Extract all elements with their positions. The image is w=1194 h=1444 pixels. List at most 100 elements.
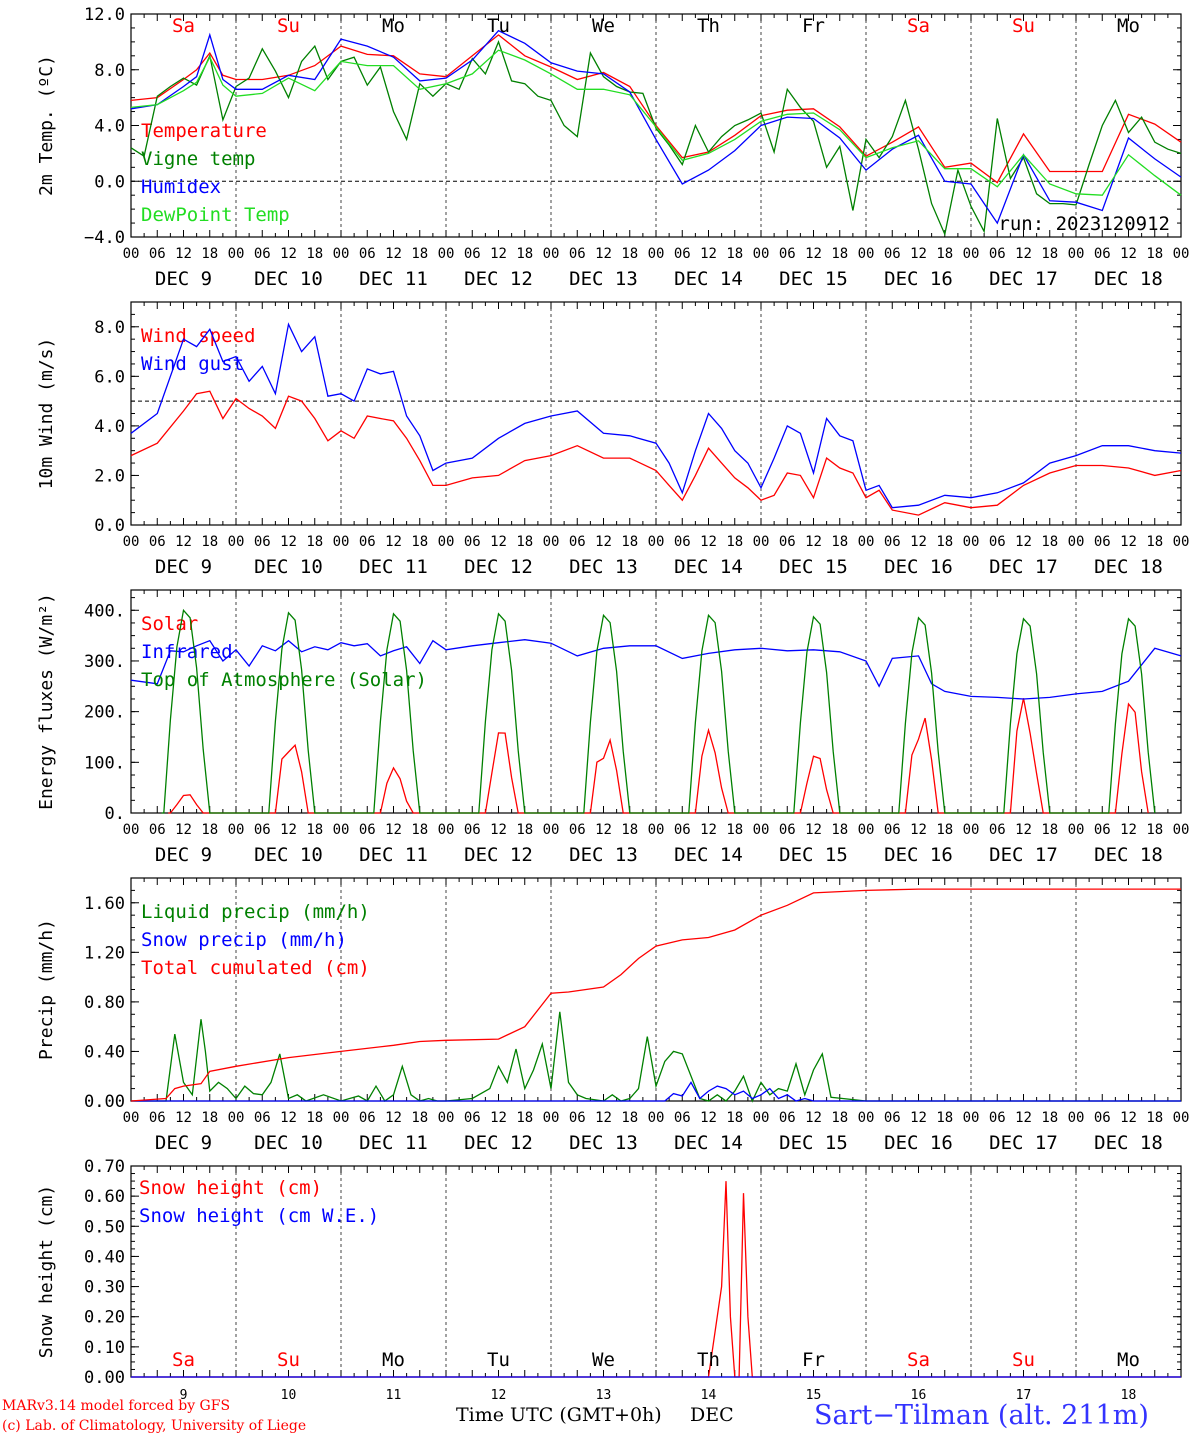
weekday-label: We [592, 15, 615, 37]
y-axis-label: Snow height (cm) [36, 1185, 57, 1358]
hour-tick-label: 06 [779, 246, 796, 262]
hour-tick-label: 06 [989, 1110, 1006, 1126]
hour-tick-label: 18 [306, 534, 323, 550]
y-tick-label: 0.00 [84, 1368, 125, 1388]
hour-tick-label: 06 [1094, 534, 1111, 550]
weekday-label: Su [1012, 1349, 1035, 1371]
date-label: DEC 11 [359, 1132, 428, 1154]
legend-entry: Wind gust [141, 353, 244, 375]
y-tick-label: 300. [84, 652, 125, 672]
hour-tick-label: 18 [1146, 1110, 1163, 1126]
hour-tick-label: 12 [385, 822, 402, 838]
series-line-total-cumulated-cm- [130, 888, 1181, 1102]
y-axis-label: 10m Wind (m/s) [36, 338, 57, 490]
legend-entry: Vigne temp [141, 148, 255, 170]
hour-tick-label: 18 [411, 534, 428, 550]
y-tick-label: 0.0 [94, 172, 125, 192]
hour-tick-label: 00 [1068, 246, 1085, 262]
hour-tick-label: 00 [858, 534, 875, 550]
date-label: DEC 13 [569, 1132, 638, 1154]
hour-tick-label: 06 [254, 1110, 271, 1126]
panel-frame [130, 301, 1182, 526]
y-tick-label: 0.20 [84, 1308, 125, 1328]
credits-line-2: (c) Lab. of Climatology, University of L… [2, 1418, 307, 1434]
series-line-temperature [130, 34, 1182, 184]
y-tick-label: 0.10 [84, 1338, 125, 1358]
hour-tick-label: 06 [989, 822, 1006, 838]
hour-tick-label: 06 [149, 1110, 166, 1126]
weekday-label: Fr [802, 1349, 825, 1371]
hour-tick-label: 00 [333, 1110, 350, 1126]
hour-tick-label: 00 [753, 1110, 770, 1126]
hour-tick-label: 12 [1120, 246, 1137, 262]
hour-tick-label: 00 [228, 822, 245, 838]
date-label: DEC 14 [674, 556, 743, 578]
weekday-label: Sa [907, 1349, 930, 1371]
hour-tick-label: 06 [989, 246, 1006, 262]
hour-tick-label: 12 [280, 534, 297, 550]
hour-tick-label: 12 [490, 822, 507, 838]
hour-tick-label: 00 [438, 246, 455, 262]
y-tick-label: 0.30 [84, 1278, 125, 1298]
hour-tick-label: 06 [359, 246, 376, 262]
hour-tick-label: 00 [543, 1110, 560, 1126]
hour-tick-label: 00 [648, 1110, 665, 1126]
series-line-solar [168, 698, 1149, 814]
hour-tick-label: 12 [490, 534, 507, 550]
hour-tick-label: 00 [438, 822, 455, 838]
hour-tick-label: 18 [516, 246, 533, 262]
hour-tick-label: 12 [700, 1110, 717, 1126]
date-label: DEC 14 [674, 844, 743, 866]
hour-tick-label: 06 [254, 246, 271, 262]
legend-entry: DewPoint Temp [141, 204, 290, 226]
hour-tick-label: 00 [123, 1110, 140, 1126]
hour-tick-label: 00 [963, 534, 980, 550]
weekday-label: Th [697, 15, 720, 37]
date-label: DEC 18 [1094, 268, 1163, 290]
hour-tick-label: 06 [674, 246, 691, 262]
hour-tick-label: 18 [831, 246, 848, 262]
hour-tick-label: 12 [385, 1110, 402, 1126]
hour-tick-label: 06 [1094, 1110, 1111, 1126]
y-tick-label: 4.0 [94, 117, 125, 137]
hour-tick-label: 06 [149, 534, 166, 550]
hour-tick-label: 18 [1146, 534, 1163, 550]
hour-tick-label: 18 [1146, 246, 1163, 262]
hour-tick-label: 18 [1041, 246, 1058, 262]
y-tick-label: 6.0 [94, 367, 125, 387]
hour-tick-label: 00 [1068, 534, 1085, 550]
date-label: DEC 15 [779, 556, 848, 578]
hour-tick-label: 18 [936, 822, 953, 838]
hour-tick-label: 12 [700, 246, 717, 262]
y-tick-label: 2.0 [94, 466, 125, 486]
hour-tick-label: 12 [910, 246, 927, 262]
date-label: DEC 15 [779, 1132, 848, 1154]
y-tick-label: 8.0 [94, 318, 125, 338]
hour-tick-label: 00 [858, 1110, 875, 1126]
hour-tick-label: 12 [490, 246, 507, 262]
hour-tick-label: 06 [569, 1110, 586, 1126]
hour-tick-label: 12 [1015, 534, 1032, 550]
hour-tick-label: 18 [831, 822, 848, 838]
date-label: DEC 17 [989, 844, 1058, 866]
y-tick-label: 200. [84, 703, 125, 723]
hour-tick-label: 18 [831, 1110, 848, 1126]
series-line-top-of-atmosphere-solar- [161, 608, 1156, 814]
hour-tick-label: 18 [516, 822, 533, 838]
date-label: DEC 18 [1094, 1132, 1163, 1154]
hour-tick-label: 12 [595, 534, 612, 550]
hour-tick-label: 12 [280, 1110, 297, 1126]
day-number-label: 15 [806, 1388, 822, 1403]
x-axis-title: Time UTC (GMT+0h) [456, 1404, 662, 1426]
legend-entry: Snow height (cm W.E.) [139, 1205, 379, 1227]
hour-tick-label: 18 [726, 534, 743, 550]
hour-tick-label: 06 [569, 534, 586, 550]
y-axis-label: Precip (mm/h) [36, 919, 57, 1060]
hour-tick-label: 18 [621, 534, 638, 550]
hour-tick-label: 12 [595, 822, 612, 838]
hour-tick-label: 18 [936, 246, 953, 262]
weekday-label: Su [277, 1349, 300, 1371]
date-label: DEC 14 [674, 268, 743, 290]
date-label: DEC 12 [464, 268, 533, 290]
